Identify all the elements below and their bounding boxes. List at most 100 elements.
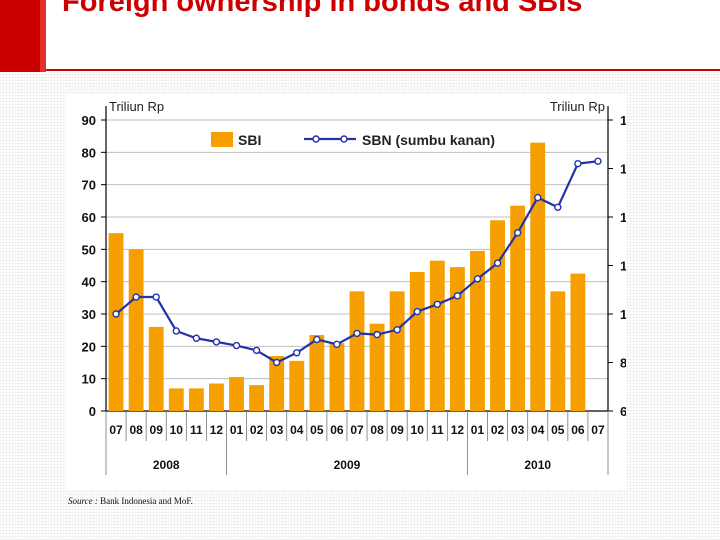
bar-sbi <box>168 388 184 411</box>
combo-chart: 01020304050607080906080100120140160180Tr… <box>82 99 626 475</box>
legend-swatch-sbi <box>211 132 233 147</box>
right-tick-label: 100 <box>620 307 626 322</box>
year-label: 2008 <box>153 458 180 472</box>
bar-sbi <box>229 377 244 411</box>
bar-sbi <box>389 291 405 411</box>
source-note: Source : Bank Indonesia and MoF. <box>68 496 193 506</box>
left-tick-label: 20 <box>82 339 96 354</box>
point-sbn <box>413 307 421 316</box>
left-axis-label: Triliun Rp <box>109 99 164 114</box>
x-tick-label: 07 <box>591 423 605 437</box>
left-tick-label: 50 <box>82 242 96 257</box>
bar-sbi <box>570 273 586 411</box>
x-tick-label: 05 <box>310 423 324 437</box>
x-tick-label: 02 <box>250 423 264 437</box>
bar-sbi <box>128 249 144 411</box>
slide-title: Foreign ownership in bonds and SBIs <box>62 0 583 18</box>
point-sbn <box>232 341 241 350</box>
x-tick-label: 12 <box>210 423 224 437</box>
point-sbn <box>252 346 261 355</box>
x-tick-label: 08 <box>129 423 143 437</box>
point-sbn <box>433 300 442 309</box>
point-sbn <box>333 340 341 349</box>
title-rule <box>46 69 720 71</box>
bar-sbi <box>188 388 204 411</box>
x-tick-label: 06 <box>330 423 344 437</box>
x-tick-label: 08 <box>370 423 384 437</box>
point-sbn <box>453 292 462 300</box>
x-tick-label: 03 <box>270 423 284 437</box>
x-tick-label: 09 <box>150 423 164 437</box>
x-tick-label: 02 <box>491 423 505 437</box>
left-tick-label: 30 <box>82 307 96 322</box>
right-tick-label: 140 <box>620 210 626 225</box>
bar-sbi <box>550 291 566 411</box>
point-sbn <box>132 293 140 301</box>
left-tick-label: 40 <box>82 275 96 290</box>
point-sbn <box>574 159 582 168</box>
right-tick-label: 120 <box>620 259 626 274</box>
left-tick-label: 60 <box>82 210 96 225</box>
slide-accent-block <box>0 0 46 72</box>
left-tick-label: 90 <box>82 113 96 128</box>
point-sbn <box>373 330 381 339</box>
bar-sbi <box>429 260 445 411</box>
x-tick-label: 07 <box>350 423 364 437</box>
x-tick-label: 10 <box>170 423 184 437</box>
right-tick-label: 60 <box>620 404 626 419</box>
point-sbn <box>293 349 301 357</box>
bar-sbi <box>349 291 365 411</box>
point-sbn <box>353 329 361 338</box>
x-tick-label: 01 <box>230 423 244 437</box>
bar-sbi <box>209 383 224 411</box>
point-sbn <box>272 358 281 367</box>
chart-panel: 01020304050607080906080100120140160180Tr… <box>66 94 626 490</box>
point-sbn <box>513 229 522 237</box>
x-tick-label: 06 <box>571 423 585 437</box>
legend-marker-sbn <box>312 135 320 143</box>
legend-label-sbn: SBN (sumbu kanan) <box>362 132 495 148</box>
left-tick-label: 10 <box>82 372 96 387</box>
point-sbn <box>393 326 401 334</box>
point-sbn <box>473 275 482 283</box>
x-tick-label: 12 <box>451 423 465 437</box>
x-tick-label: 09 <box>390 423 404 437</box>
x-tick-label: 11 <box>190 423 203 437</box>
x-tick-label: 04 <box>290 423 304 437</box>
left-tick-label: 80 <box>82 145 96 160</box>
right-tick-label: 180 <box>620 113 626 128</box>
point-sbn <box>493 259 502 267</box>
x-tick-label: 05 <box>551 423 565 437</box>
x-tick-label: 10 <box>411 423 425 437</box>
right-tick-label: 80 <box>620 356 626 371</box>
bar-sbi <box>490 220 505 411</box>
legend-marker-sbn <box>340 135 348 143</box>
bar-sbi <box>510 205 526 411</box>
point-sbn <box>554 203 562 212</box>
source-text: Bank Indonesia and MoF. <box>100 496 193 506</box>
bar-sbi <box>249 385 265 411</box>
point-sbn <box>212 338 221 346</box>
bar-sbi <box>369 323 385 411</box>
bar-sbi <box>148 326 164 411</box>
bar-sbi <box>289 360 305 411</box>
point-sbn <box>152 293 160 301</box>
x-tick-label: 07 <box>109 423 123 437</box>
slide-accent-edge <box>40 0 46 72</box>
point-sbn <box>594 157 602 165</box>
point-sbn <box>192 334 201 342</box>
x-tick-label: 04 <box>531 423 545 437</box>
x-tick-label: 11 <box>431 423 444 437</box>
bar-sbi <box>409 271 425 411</box>
right-axis-label: Triliun Rp <box>550 99 605 114</box>
point-sbn <box>534 193 542 202</box>
bar-sbi <box>329 343 345 411</box>
left-tick-label: 0 <box>89 404 96 419</box>
year-label: 2010 <box>524 458 551 472</box>
point-sbn <box>112 310 120 318</box>
x-tick-label: 03 <box>511 423 525 437</box>
bar-sbi <box>108 233 124 411</box>
x-tick-label: 01 <box>471 423 485 437</box>
legend-label-sbi: SBI <box>238 132 261 148</box>
source-label: Source : <box>68 496 98 506</box>
